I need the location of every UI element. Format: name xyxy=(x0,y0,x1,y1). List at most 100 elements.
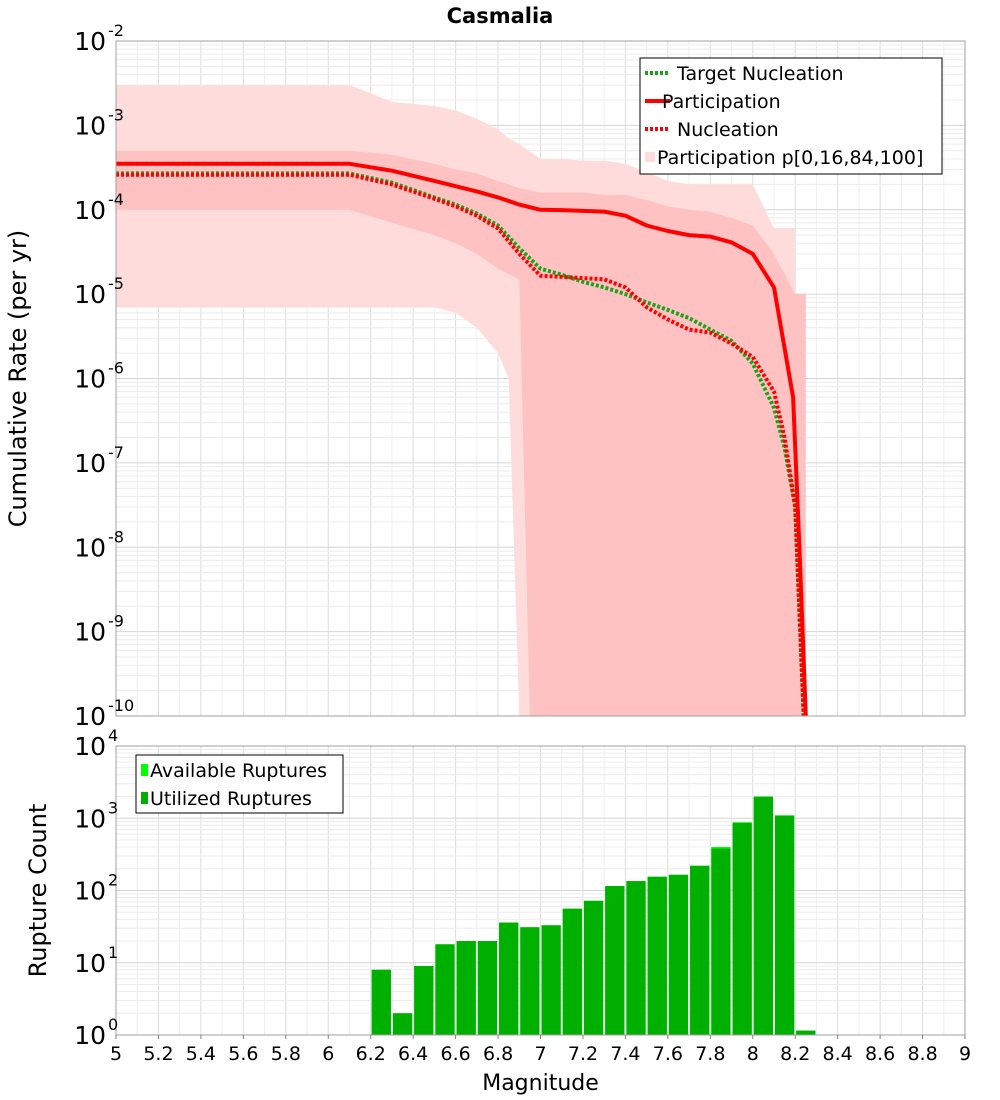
rupture-plot-y-tick-exponent: 2 xyxy=(108,871,118,890)
x-tick-label: 5.8 xyxy=(271,1043,301,1065)
legend-participation-label: Participation xyxy=(662,91,781,113)
rate-plot-y-tick-base: 10 xyxy=(74,533,106,562)
rupture-plot-y-tick: 10 2 xyxy=(74,871,118,906)
rate-plot-y-tick-exponent: -6 xyxy=(108,359,124,378)
legend-utilized-ruptures-swatch xyxy=(141,792,148,804)
rate-plot-y-tick-exponent: -5 xyxy=(108,274,124,293)
legend-utilized-ruptures-label: Utilized Ruptures xyxy=(150,788,312,810)
rupture-plot-y-tick-base: 10 xyxy=(74,1021,106,1050)
rate-plot-y-tick: 10 -8 xyxy=(74,527,124,562)
rate-plot-y-tick-exponent: -7 xyxy=(108,443,124,462)
legend-utilized-ruptures: Utilized Ruptures xyxy=(141,788,312,810)
x-tick-label: 9 xyxy=(959,1043,971,1065)
utilized-ruptures-bar xyxy=(668,874,689,1035)
rate-plot-y-tick-base: 10 xyxy=(74,111,106,140)
utilized-ruptures-bar xyxy=(774,815,795,1035)
x-tick-label: 7.8 xyxy=(695,1043,725,1065)
x-tick-label: 6.8 xyxy=(483,1043,513,1065)
rate-plot-y-tick-base: 10 xyxy=(74,449,106,478)
utilized-ruptures-bar xyxy=(626,881,646,1035)
utilized-ruptures-bar xyxy=(732,822,752,1035)
rupture-plot-grid xyxy=(115,746,966,1036)
legend-available-ruptures-label: Available Ruptures xyxy=(150,760,327,782)
rate-plot-legend: Target Nucleation Participation Nucleation… xyxy=(639,57,943,175)
rupture-plot-y-tick-base: 10 xyxy=(74,804,106,833)
rupture-plot-y-axis-label: Rupture Count xyxy=(24,804,52,978)
legend-available-ruptures-swatch xyxy=(141,764,148,776)
rate-plot-y-tick: 10 -2 xyxy=(74,21,124,56)
x-tick-label: 7.2 xyxy=(568,1043,598,1065)
legend-participation: Participation xyxy=(645,91,781,113)
rate-plot-y-tick-base: 10 xyxy=(74,280,106,309)
rate-plot-y-tick-exponent: -3 xyxy=(108,105,124,124)
x-tick-label: 5.6 xyxy=(228,1043,258,1065)
rupture-plot-y-tick: 10 0 xyxy=(74,1015,118,1050)
rupture-plot-y-tick-exponent: 3 xyxy=(108,798,118,817)
x-tick-label: 8.2 xyxy=(780,1043,810,1065)
rate-plot-y-tick-base: 10 xyxy=(74,365,106,394)
rupture-plot-y-tick-base: 10 xyxy=(74,877,106,906)
x-tick-label: 8 xyxy=(747,1043,759,1065)
legend-nucleation: Nucleation xyxy=(645,119,779,141)
rate-plot-frame xyxy=(115,40,966,717)
utilized-ruptures-bar xyxy=(562,908,582,1035)
legend-target-nucleation: Target Nucleation xyxy=(645,63,844,85)
x-tick-label: 7.6 xyxy=(653,1043,683,1065)
utilized-ruptures-bar xyxy=(477,941,498,1035)
rupture-plot-y-tick: 10 1 xyxy=(74,943,118,978)
rate-plot-y-tick-exponent: -8 xyxy=(108,527,124,546)
x-tick-label: 5 xyxy=(110,1043,122,1065)
x-tick-label: 6.4 xyxy=(398,1043,428,1065)
rupture-plot-y-tick: 10 3 xyxy=(74,798,118,833)
rate-plot: 10-210-310-410-510-610-710-810-910 -10Cum… xyxy=(4,21,966,731)
rate-plot-y-tick: 10 -6 xyxy=(74,359,124,394)
rupture-plot-data xyxy=(371,796,816,1035)
x-axis-label: Magnitude xyxy=(482,1071,599,1096)
legend-participation-band-swatch xyxy=(645,152,655,162)
x-tick-label: 6.6 xyxy=(440,1043,470,1065)
rupture-plot-y-tick-base: 10 xyxy=(74,732,106,761)
x-tick-label: 7 xyxy=(534,1043,546,1065)
x-tick-label: 8.6 xyxy=(865,1043,895,1065)
utilized-ruptures-bar xyxy=(499,922,519,1035)
legend-participation-band-label: Participation p[0,16,84,100] xyxy=(657,147,923,169)
rupture-plot-y-tick-exponent: 0 xyxy=(108,1015,118,1034)
rate-plot-legend-box xyxy=(639,57,943,175)
legend-target-nucleation-label: Target Nucleation xyxy=(676,63,844,85)
rupture-plot-y-tick-exponent: 4 xyxy=(108,726,118,745)
rate-plot-y-tick-exponent: -4 xyxy=(108,190,124,209)
legend-nucleation-label: Nucleation xyxy=(677,119,779,141)
x-tick-label: 6.2 xyxy=(356,1043,386,1065)
utilized-ruptures-bar xyxy=(583,900,604,1035)
utilized-ruptures-bar xyxy=(605,886,625,1035)
x-tick-label: 8.8 xyxy=(907,1043,937,1065)
x-tick-label: 7.4 xyxy=(610,1043,640,1065)
rupture-plot-y-tick: 10 4 xyxy=(74,726,118,761)
legend-available-ruptures: Available Ruptures xyxy=(141,760,327,782)
nucleation-line xyxy=(116,172,806,716)
utilized-ruptures-bar xyxy=(711,848,731,1035)
rate-plot-y-tick-base: 10 xyxy=(74,196,106,225)
rate-plot-y-tick: 10 -5 xyxy=(74,274,124,309)
rate-plot-y-tick-base: 10 xyxy=(74,27,106,56)
rate-plot-data xyxy=(116,85,808,716)
utilized-ruptures-bar xyxy=(456,941,476,1035)
utilized-ruptures-bar xyxy=(690,865,710,1035)
rate-plot-y-tick-exponent: -2 xyxy=(108,21,124,40)
utilized-ruptures-bar xyxy=(392,1013,413,1035)
x-tick-label: 8.4 xyxy=(823,1043,853,1065)
x-tick-label: 5.4 xyxy=(186,1043,216,1065)
rate-plot-y-tick: 10 -9 xyxy=(74,612,124,647)
rate-plot-y-tick: 10 -7 xyxy=(74,443,124,478)
rupture-plot-y-tick-base: 10 xyxy=(74,949,106,978)
rate-plot-y-tick-exponent: -10 xyxy=(108,696,134,715)
utilized-ruptures-bar xyxy=(520,927,540,1035)
rate-plot-y-tick: 10 -10 xyxy=(74,696,134,731)
utilized-ruptures-bar xyxy=(541,925,561,1035)
rupture-plot-legend-box xyxy=(135,754,344,814)
rupture-plot-y-tick-exponent: 1 xyxy=(108,943,118,962)
rate-plot-y-tick: 10 -3 xyxy=(74,105,124,140)
utilized-ruptures-bar xyxy=(371,969,391,1035)
